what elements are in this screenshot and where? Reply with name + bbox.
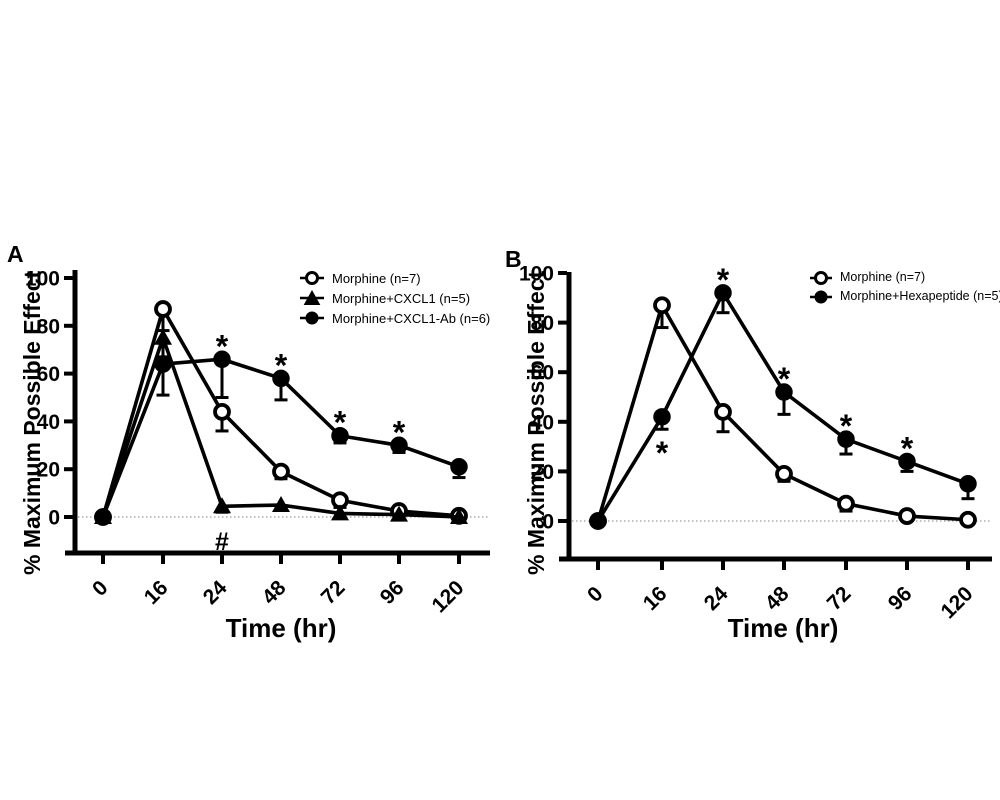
data-point-open-circle — [959, 510, 977, 529]
data-point-filled-circle — [837, 430, 855, 448]
significance-marker: * — [901, 430, 914, 466]
x-tick-label: 24 — [199, 576, 232, 609]
y-tick-label: 80 — [531, 312, 554, 335]
data-point-open-circle — [898, 507, 916, 525]
legend-item-morphine-cxcl1-ab: Morphine+CXCL1-Ab (n=6) — [299, 308, 490, 328]
x-tick-label: 96 — [884, 582, 917, 615]
x-tick-label: 0 — [583, 582, 608, 607]
y-tick-label: 20 — [531, 461, 554, 484]
y-tick-label: 80 — [37, 315, 60, 338]
open-circle-marker-icon — [810, 270, 832, 285]
panel-a-x-axis-title: Time (hr) — [225, 613, 337, 643]
significance-marker: * — [840, 408, 853, 444]
data-point-filled-circle — [154, 355, 172, 373]
data-point-filled-triangle — [154, 328, 172, 345]
series-morphine-cxcl1-ab-n-6 — [94, 350, 468, 526]
data-point-open-circle — [837, 494, 855, 513]
data-point-filled-circle — [959, 475, 977, 493]
x-tick-label: 16 — [639, 582, 672, 615]
panel-a-plot-area: 0 20 40 60 80 100 0 16 24 48 72 96 120 * * * * # — [25, 268, 490, 617]
x-tick-label: 48 — [258, 576, 291, 609]
data-point-filled-triangle — [331, 504, 349, 521]
y-tick-label: 40 — [531, 411, 554, 434]
x-tick-label: 96 — [376, 576, 409, 609]
data-point-filled-circle — [714, 284, 732, 302]
data-point-open-circle — [775, 464, 793, 483]
data-point-filled-triangle — [272, 496, 290, 513]
x-tick-label: 16 — [140, 576, 173, 609]
y-tick-label: 0 — [542, 511, 554, 534]
series-morphine-n-7 — [589, 296, 977, 530]
data-point-open-circle — [272, 462, 290, 481]
data-point-open-circle — [714, 402, 732, 421]
y-tick-label: 60 — [37, 363, 60, 386]
significance-marker: * — [778, 361, 791, 397]
data-point-filled-circle — [390, 436, 408, 455]
x-tick-label: 48 — [761, 582, 794, 615]
filled-circle-marker-icon — [300, 311, 324, 325]
y-tick-label: 40 — [37, 411, 60, 434]
legend-item-morphine-cxcl1: Morphine+CXCL1 (n=5) — [299, 288, 490, 308]
y-tick-label: 60 — [531, 362, 554, 385]
legend-label: Morphine (n=7) — [840, 270, 926, 285]
open-circle-marker-icon — [300, 271, 324, 285]
data-point-filled-circle — [450, 458, 468, 476]
legend-label: Morphine+Hexapeptide (n=5) — [840, 289, 1000, 304]
panel-b-letter: B — [505, 246, 522, 272]
panel-b-plot-area: 0 20 40 60 80 100 0 16 24 48 72 96 120 * * * * * — [519, 262, 992, 623]
y-tick-label: 100 — [519, 263, 554, 286]
legend-label: Morphine+CXCL1 (n=5) — [332, 290, 471, 306]
panel-b-x-axis-title: Time (hr) — [727, 613, 839, 643]
data-point-filled-triangle — [213, 497, 231, 514]
filled-circle-marker-icon — [810, 290, 832, 303]
data-point-filled-circle — [775, 383, 793, 401]
data-line — [101, 304, 460, 518]
legend-item-morphine: Morphine (n=7) — [809, 268, 1000, 287]
data-point-filled-circle — [589, 512, 607, 530]
data-point-filled-circle — [213, 350, 231, 369]
significance-marker: * — [717, 262, 730, 298]
significance-marker: * — [216, 328, 229, 364]
y-tick-label: 0 — [48, 507, 60, 530]
x-tick-label: 24 — [700, 582, 733, 615]
significance-marker: * — [656, 435, 669, 471]
y-tick-label: 100 — [25, 268, 60, 291]
significance-marker: * — [275, 347, 288, 383]
data-point-open-circle — [213, 402, 231, 421]
data-point-open-circle — [653, 296, 671, 315]
data-point-filled-circle — [653, 408, 671, 426]
y-tick-label: 20 — [37, 459, 60, 482]
legend-item-morphine: Morphine (n=7) — [299, 268, 490, 288]
data-point-filled-triangle — [390, 505, 408, 522]
data-point-filled-circle — [331, 426, 349, 445]
data-point-filled-circle — [94, 508, 112, 526]
legend-label: Morphine+CXCL1-Ab (n=6) — [332, 310, 491, 326]
series-morphine-hexapeptide-n-5 — [589, 284, 977, 530]
x-tick-label: 72 — [317, 576, 350, 609]
filled-triangle-marker-icon — [300, 290, 324, 305]
data-point-filled-triangle — [450, 508, 468, 524]
data-point-filled-circle — [898, 452, 916, 471]
panel-a-legend: Morphine (n=7) Morphine+CXCL1 (n=5) Morp… — [299, 268, 490, 328]
panel-b-legend: Morphine (n=7) Morphine+Hexapeptide (n=5… — [809, 268, 1000, 306]
legend-label: Morphine (n=7) — [332, 270, 421, 286]
significance-marker: * — [393, 414, 406, 450]
series-morphine-n-7 — [94, 300, 468, 526]
x-tick-label: 120 — [427, 576, 468, 617]
data-point-filled-circle — [272, 369, 290, 388]
panel-a-letter: A — [7, 241, 24, 267]
significance-marker: # — [215, 528, 229, 556]
significance-marker: * — [334, 405, 347, 441]
legend-item-morphine-hexapeptide: Morphine+Hexapeptide (n=5) — [809, 287, 1000, 306]
x-tick-label: 0 — [88, 576, 113, 601]
x-tick-label: 72 — [823, 582, 856, 615]
x-tick-label: 120 — [936, 582, 977, 623]
data-point-open-circle — [154, 300, 172, 318]
